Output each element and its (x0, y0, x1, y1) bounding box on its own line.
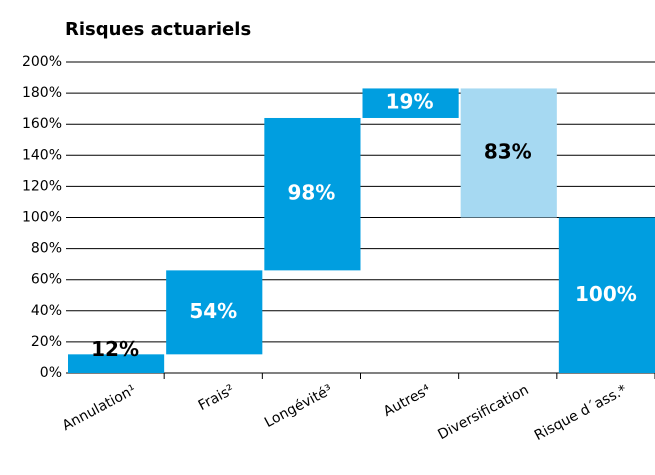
y-tick-label: 40% (31, 303, 62, 319)
y-tick-label: 120% (22, 178, 62, 194)
bar (362, 88, 459, 118)
bar (264, 117, 361, 271)
y-tick-label: 60% (31, 272, 62, 288)
y-tick-label: 0% (40, 365, 62, 381)
value-label: 19% (386, 90, 434, 114)
value-label: 12% (91, 337, 139, 361)
y-tick-label: 20% (31, 334, 62, 350)
value-label: 54% (189, 299, 237, 323)
y-tick-label: 80% (31, 241, 62, 257)
value-label: 100% (575, 282, 637, 306)
bar (460, 88, 557, 218)
y-tick-label: 160% (22, 116, 62, 132)
x-tick-label: Autres⁴ (381, 382, 434, 420)
bar (558, 217, 655, 373)
x-tick-label: Frais² (196, 382, 237, 414)
chart-title: Risques actuariels (65, 19, 251, 40)
y-tick-label: 200% (22, 54, 62, 70)
y-tick-label: 100% (22, 210, 62, 226)
bar (68, 354, 165, 373)
y-tick-label: 180% (22, 85, 62, 101)
bar (166, 270, 263, 355)
x-tick-label: Diversification (435, 382, 531, 443)
value-label: 98% (287, 181, 335, 205)
x-tick-label: Annulation¹ (60, 382, 139, 434)
x-tick-label: Longévité³ (262, 382, 335, 431)
value-label: 83% (484, 139, 532, 163)
y-tick-label: 140% (22, 147, 62, 163)
x-tick-label: Risque d´ass.* (532, 382, 630, 444)
